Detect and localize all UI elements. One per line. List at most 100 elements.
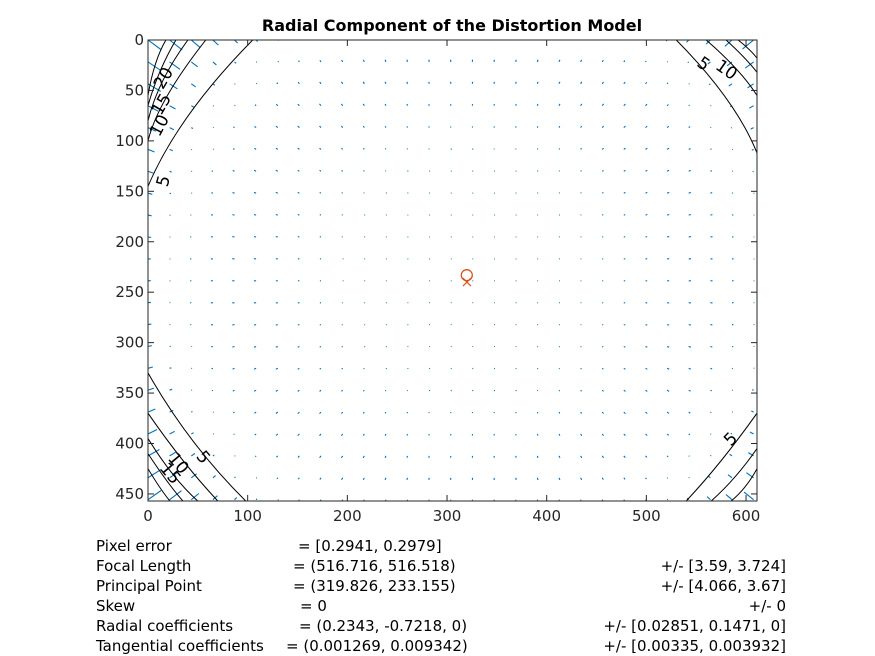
quiver-arrow bbox=[730, 432, 733, 435]
contour-line bbox=[685, 412, 757, 501]
stats-row-focal-length: Focal Length = (516.716, 516.518) +/- [3… bbox=[96, 556, 796, 576]
quiver-arrow bbox=[253, 367, 257, 370]
quiver-arrow bbox=[384, 103, 387, 106]
quiver-arrow bbox=[191, 127, 194, 129]
quiver-arrow bbox=[384, 433, 387, 436]
quiver-arrow bbox=[601, 192, 604, 194]
y-tick-label: 150 bbox=[115, 182, 144, 200]
quiver-arrow bbox=[708, 83, 711, 86]
quiver-arrow bbox=[169, 170, 172, 173]
quiver-arrow bbox=[297, 477, 300, 480]
quiver-arrow bbox=[688, 126, 691, 129]
quiver-arrow bbox=[623, 411, 626, 415]
quiver-arrow bbox=[472, 389, 474, 392]
quiver-arrow bbox=[169, 148, 173, 152]
quiver-arrow bbox=[253, 389, 257, 392]
quiver-arrow bbox=[406, 433, 409, 436]
quiver-arrow bbox=[536, 477, 539, 481]
quiver-arrow bbox=[688, 169, 691, 172]
quiver-arrow bbox=[297, 103, 300, 107]
quiver-arrow bbox=[623, 81, 626, 85]
x-tick-label: 300 bbox=[433, 507, 462, 525]
quiver-arrow bbox=[558, 455, 561, 459]
quiver-arrow bbox=[254, 104, 257, 107]
quiver-arrow bbox=[580, 147, 583, 150]
quiver-arrow bbox=[666, 433, 670, 436]
quiver-arrow bbox=[729, 453, 733, 457]
quiver-arrow bbox=[190, 473, 197, 479]
quiver-arrow bbox=[212, 40, 219, 46]
quiver-arrow bbox=[558, 170, 561, 172]
quiver-arrow bbox=[298, 60, 300, 63]
stats-row-pixel-error: Pixel error = [0.2941, 0.2979] bbox=[96, 536, 796, 556]
contour-line bbox=[148, 40, 207, 142]
quiver-arrow bbox=[472, 148, 474, 150]
quiver-arrow bbox=[623, 455, 626, 458]
quiver-arrow bbox=[645, 169, 648, 172]
quiver-arrow bbox=[297, 81, 300, 85]
quiver-arrow bbox=[275, 147, 279, 150]
quiver-arrow bbox=[623, 169, 626, 172]
quiver-arrow bbox=[275, 433, 279, 436]
quiver-arrow bbox=[275, 125, 279, 129]
quiver-arrow bbox=[688, 345, 692, 348]
quiver-arrow bbox=[558, 389, 561, 392]
quiver-arrow bbox=[688, 433, 691, 436]
quiver-arrow bbox=[297, 125, 300, 129]
quiver-arrow bbox=[710, 411, 712, 414]
quiver-arrow bbox=[710, 454, 712, 457]
quiver-arrow bbox=[319, 411, 322, 414]
contour-line bbox=[148, 372, 247, 501]
quiver-arrow bbox=[211, 367, 214, 370]
stats-error: +/- 0 bbox=[748, 597, 786, 615]
quiver-arrow bbox=[580, 346, 582, 348]
quiver-arrow bbox=[749, 431, 754, 435]
quiver-arrow bbox=[275, 213, 278, 216]
quiver-arrow bbox=[253, 169, 257, 172]
quiver-arrow bbox=[254, 125, 257, 129]
quiver-arrow bbox=[515, 170, 517, 172]
quiver-arrow bbox=[645, 389, 648, 392]
quiver-arrow bbox=[666, 147, 670, 150]
quiver-arrow bbox=[580, 389, 583, 392]
quiver-arrow bbox=[190, 83, 197, 88]
quiver-arrow bbox=[406, 81, 409, 84]
quiver-arrow bbox=[743, 491, 754, 501]
quiver-arrow bbox=[169, 83, 178, 90]
quiver-arrow bbox=[148, 366, 153, 369]
quiver-arrow bbox=[580, 81, 583, 85]
quiver-arrow bbox=[297, 213, 300, 216]
y-tick-label: 250 bbox=[115, 283, 144, 301]
quiver-arrow bbox=[601, 103, 605, 107]
quiver-arrow bbox=[319, 125, 322, 128]
quiver-arrow bbox=[253, 191, 257, 194]
stats-row-radial-coefficients: Radial coefficients = (0.2343, -0.7218, … bbox=[96, 616, 796, 636]
contour-line bbox=[148, 468, 171, 501]
stats-label: Skew bbox=[96, 597, 136, 615]
quiver-arrow bbox=[363, 192, 365, 194]
quiver-arrows bbox=[148, 40, 755, 501]
quiver-arrow bbox=[536, 389, 539, 392]
calibration-stats: Pixel error = [0.2941, 0.2979] Focal Len… bbox=[96, 536, 796, 656]
quiver-arrow bbox=[750, 127, 754, 130]
quiver-arrow bbox=[645, 103, 648, 107]
quiver-arrow bbox=[169, 471, 180, 479]
quiver-arrow bbox=[254, 147, 257, 150]
quiver-arrow bbox=[169, 127, 175, 131]
quiver-arrow bbox=[232, 345, 235, 348]
quiver-arrow bbox=[536, 170, 539, 172]
quiver-arrow bbox=[558, 411, 561, 414]
quiver-arrow bbox=[212, 61, 217, 66]
quiver-arrow bbox=[319, 147, 322, 150]
principal-point-marker bbox=[460, 269, 473, 282]
y-tick-label: 0 bbox=[134, 31, 144, 49]
quiver-arrow bbox=[362, 477, 365, 481]
stats-value: = 0 bbox=[300, 597, 327, 615]
quiver-arrow bbox=[254, 455, 257, 458]
quiver-arrow bbox=[666, 191, 670, 194]
quiver-arrow bbox=[148, 408, 156, 413]
quiver-arrow bbox=[710, 389, 712, 392]
quiver-arrow bbox=[623, 345, 626, 348]
quiver-arrow bbox=[297, 455, 300, 458]
quiver-arrow bbox=[340, 411, 344, 414]
